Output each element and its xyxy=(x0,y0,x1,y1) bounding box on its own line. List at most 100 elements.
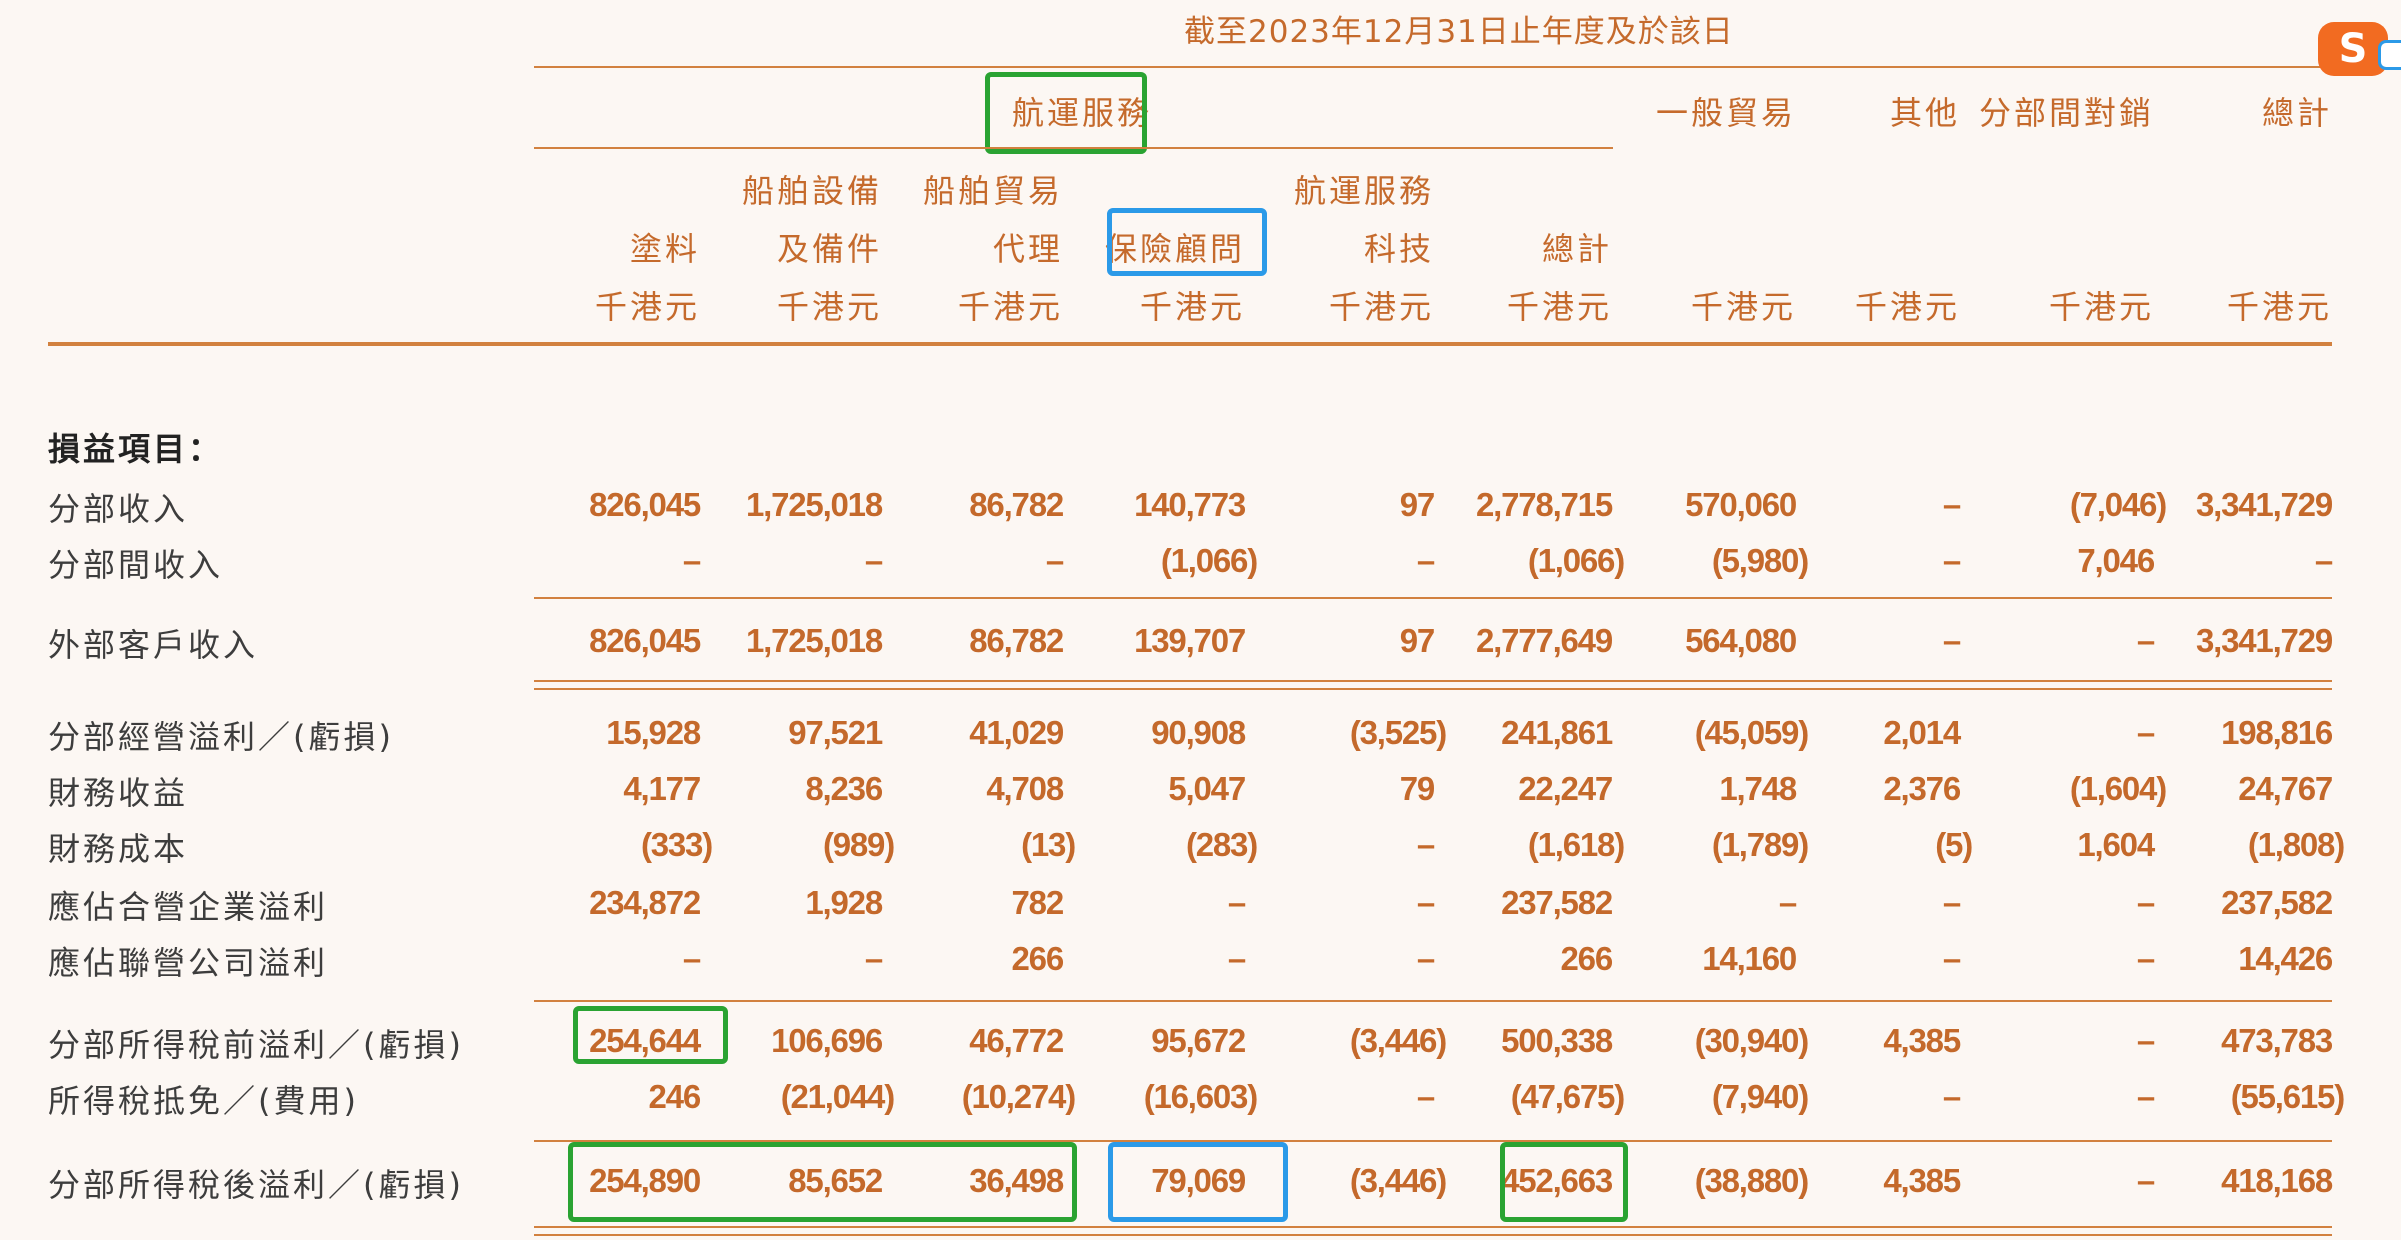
section-title: 損益項目： xyxy=(48,430,224,468)
table-cell: – xyxy=(864,940,883,977)
title-rule xyxy=(534,66,2401,68)
rule-before-pretax xyxy=(534,1000,2332,1002)
table-cell: – xyxy=(1942,1078,1961,1115)
row-label: 分部收入 xyxy=(48,490,189,528)
table-cell: – xyxy=(1416,940,1435,977)
table-cell: (38,880) xyxy=(1694,1162,1810,1199)
table-cell: 4,177 xyxy=(623,770,701,807)
table-cell: – xyxy=(1942,940,1961,977)
table-cell: – xyxy=(1778,884,1797,921)
subheader-ship-trading-line2: 代理 xyxy=(992,230,1063,268)
table-cell: – xyxy=(1227,940,1246,977)
table-cell: 241,861 xyxy=(1501,714,1613,751)
unit-col-9: 千港元 xyxy=(2048,288,2154,326)
table-cell: 237,582 xyxy=(1501,884,1613,921)
table-cell: 234,872 xyxy=(589,884,701,921)
table-cell: 3,341,729 xyxy=(2195,486,2333,523)
table-cell: 95,672 xyxy=(1151,1022,1246,1059)
table-cell: – xyxy=(2314,542,2333,579)
table-title: 截至2023年12月31日止年度及於該日 xyxy=(1184,14,1734,50)
table-cell: 8,236 xyxy=(805,770,883,807)
table-cell: (45,059) xyxy=(1694,714,1810,751)
row-label: 應佔聯營公司溢利 xyxy=(48,944,329,982)
row-label: 分部所得稅前溢利／(虧損) xyxy=(48,1026,464,1064)
table-cell: (7,046) xyxy=(2069,486,2167,523)
highlight-box-aftertax-insurance xyxy=(1108,1142,1288,1222)
table-cell: (21,044) xyxy=(780,1078,896,1115)
rule-final-top xyxy=(534,1226,2332,1228)
table-cell: (989) xyxy=(822,826,895,863)
unit-col-2: 千港元 xyxy=(776,288,882,326)
table-cell: (333) xyxy=(640,826,713,863)
subheader-coatings: 塗料 xyxy=(629,230,700,268)
group-header-rule xyxy=(534,147,1613,149)
unit-col-4: 千港元 xyxy=(1139,288,1245,326)
unit-col-1: 千港元 xyxy=(594,288,700,326)
table-cell: 782 xyxy=(1011,884,1065,921)
table-cell: 237,582 xyxy=(2221,884,2333,921)
sogou-logo-icon[interactable]: S xyxy=(2318,22,2388,76)
table-cell: 41,029 xyxy=(969,714,1064,751)
table-cell: 4,708 xyxy=(986,770,1064,807)
table-cell: 97 xyxy=(1399,486,1436,523)
table-cell: 826,045 xyxy=(589,622,701,659)
table-cell: – xyxy=(1416,884,1435,921)
table-cell: (1,066) xyxy=(1527,542,1625,579)
table-cell: (1,618) xyxy=(1527,826,1625,863)
row-label: 所得稅抵免／(費用) xyxy=(48,1082,359,1120)
rule-before-aftertax xyxy=(534,1140,2332,1142)
row-label: 分部間收入 xyxy=(48,546,224,584)
table-cell: 1,928 xyxy=(805,884,883,921)
table-cell: 1,748 xyxy=(1719,770,1797,807)
table-cell: 198,816 xyxy=(2221,714,2333,751)
table-cell: (30,940) xyxy=(1694,1022,1810,1059)
table-cell: 254,644 xyxy=(589,1022,701,1059)
table-cell: – xyxy=(2136,714,2155,751)
table-cell: (10,274) xyxy=(961,1078,1077,1115)
table-cell: 97 xyxy=(1399,622,1436,659)
header-others: 其他 xyxy=(1889,94,1960,132)
header-inter-segment-elimination: 分部間對銷 xyxy=(1978,94,2154,132)
table-cell: 826,045 xyxy=(589,486,701,523)
table-cell: 564,080 xyxy=(1685,622,1797,659)
table-cell: 246 xyxy=(648,1078,702,1115)
row-label: 分部經營溢利／(虧損) xyxy=(48,718,394,756)
table-cell: 473,783 xyxy=(2221,1022,2333,1059)
table-cell: – xyxy=(1942,542,1961,579)
table-cell: 1,725,018 xyxy=(745,622,883,659)
table-cell: 14,426 xyxy=(2238,940,2333,977)
subheader-ship-trading-line1: 船舶貿易 xyxy=(922,172,1063,210)
highlight-box-group-header xyxy=(985,72,1147,154)
unit-col-6: 千港元 xyxy=(1506,288,1612,326)
rule-double-bottom xyxy=(534,688,2332,690)
table-cell: – xyxy=(1942,486,1961,523)
table-cell: – xyxy=(2136,940,2155,977)
row-label: 外部客戶收入 xyxy=(48,626,259,664)
table-cell: – xyxy=(1227,884,1246,921)
subheader-insurance-consulting: 保險顧問 xyxy=(1104,230,1245,268)
table-cell: 97,521 xyxy=(788,714,883,751)
table-cell: 4,385 xyxy=(1883,1022,1961,1059)
subheader-shipping-total: 總計 xyxy=(1541,230,1612,268)
table-cell: 500,338 xyxy=(1501,1022,1613,1059)
table-cell: (3,446) xyxy=(1349,1022,1447,1059)
table-cell: – xyxy=(682,940,701,977)
table-cell: 106,696 xyxy=(771,1022,883,1059)
table-cell: 2,777,649 xyxy=(1475,622,1613,659)
highlight-box-aftertax-shipping-total xyxy=(1500,1142,1628,1222)
subheader-equipment-line1: 船舶設備 xyxy=(741,172,882,210)
table-cell: 24,767 xyxy=(2238,770,2333,807)
table-cell: – xyxy=(2136,1162,2155,1199)
table-cell: – xyxy=(1942,622,1961,659)
table-cell: 15,928 xyxy=(606,714,701,751)
table-cell: (283) xyxy=(1185,826,1258,863)
unit-col-7: 千港元 xyxy=(1690,288,1796,326)
subheader-equipment-line2: 及備件 xyxy=(776,230,882,268)
table-cell: 3,341,729 xyxy=(2195,622,2333,659)
subheader-tech-line2: 科技 xyxy=(1363,230,1434,268)
table-cell: 85,652 xyxy=(788,1162,883,1199)
table-cell: – xyxy=(1416,826,1435,863)
table-cell: 79,069 xyxy=(1151,1162,1246,1199)
table-cell: – xyxy=(682,542,701,579)
table-cell: 140,773 xyxy=(1134,486,1246,523)
